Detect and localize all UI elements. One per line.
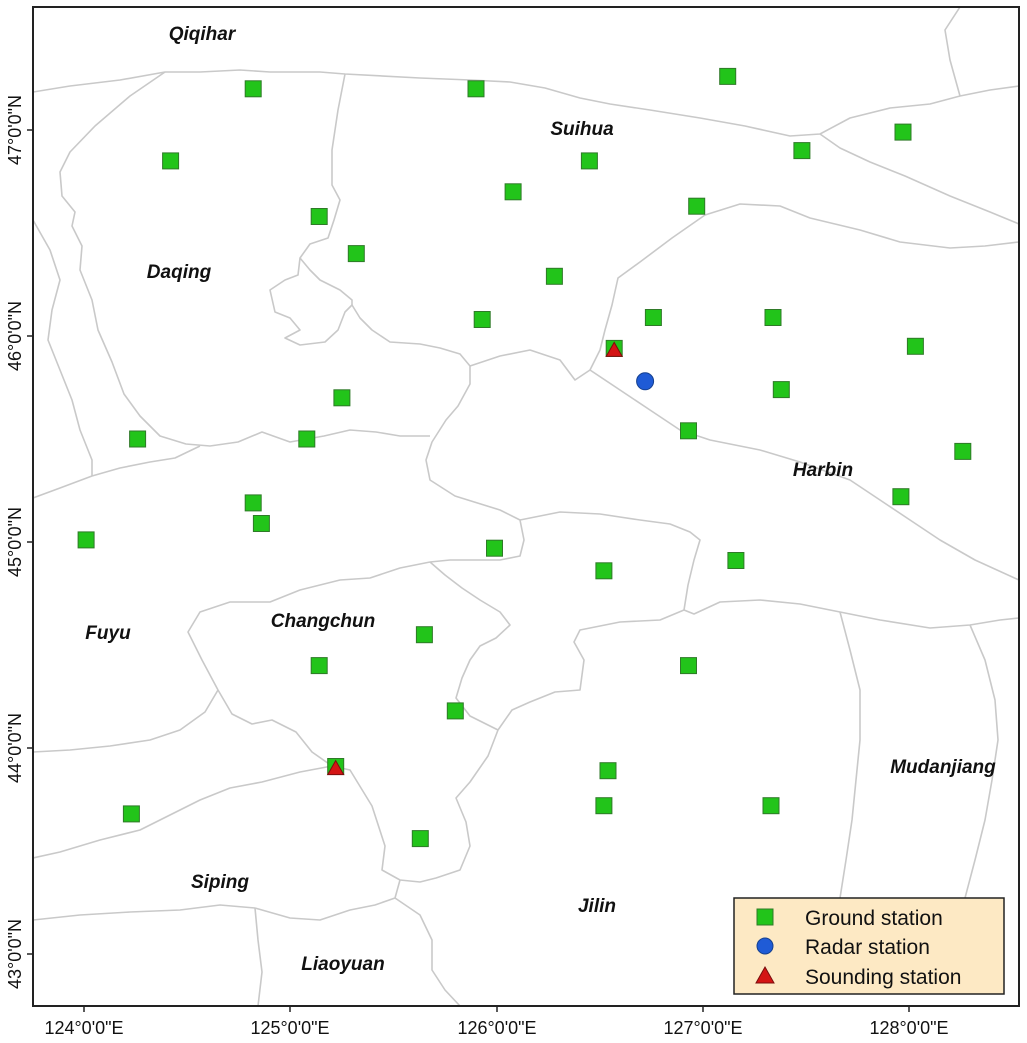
ground-station-marker bbox=[793, 142, 811, 160]
sounding-stations bbox=[326, 341, 624, 776]
city-label-suihua: Suihua bbox=[550, 119, 614, 140]
ground-station-marker bbox=[545, 267, 563, 285]
ground-station-marker bbox=[727, 552, 745, 569]
x-tick-label: 125°0'0"E bbox=[250, 1018, 329, 1038]
ground-station-marker bbox=[415, 626, 433, 644]
axis-ticks bbox=[27, 129, 910, 1012]
y-tick-label: 44°0'0"N bbox=[5, 713, 25, 783]
legend-radar-label: Radar station bbox=[805, 936, 930, 959]
ground-station-marker bbox=[764, 309, 782, 326]
radar-stations bbox=[636, 372, 655, 391]
ground-station-marker bbox=[954, 442, 972, 460]
ground-station-marker bbox=[688, 197, 706, 215]
legend-box bbox=[733, 897, 1005, 995]
city-label-liaoyuan: Liaoyuan bbox=[301, 954, 384, 975]
ground-station-marker bbox=[906, 337, 924, 355]
ground-station-marker bbox=[772, 381, 790, 399]
ground-station-marker bbox=[122, 805, 140, 823]
ground-station-marker bbox=[252, 515, 270, 532]
ground-station-marker bbox=[446, 702, 464, 720]
city-label-changchun: Changchun bbox=[271, 611, 376, 632]
sounding-station-marker bbox=[326, 759, 345, 776]
ground-station-marker bbox=[599, 762, 617, 780]
ground-station-marker bbox=[467, 80, 485, 98]
x-tick-label: 124°0'0"E bbox=[44, 1018, 123, 1038]
y-tick-label: 46°0'0"N bbox=[5, 301, 25, 371]
ground-station-marker bbox=[347, 245, 365, 263]
ground-station-marker bbox=[244, 80, 262, 98]
ground-station-marker bbox=[719, 67, 737, 85]
ground-station-marker bbox=[333, 389, 351, 407]
ground-station-marker bbox=[644, 309, 662, 326]
legend: Ground station Radar station Sounding st… bbox=[733, 897, 1005, 995]
ground-station-marker bbox=[894, 123, 912, 141]
ground-station-marker bbox=[162, 152, 180, 170]
city-label-mudanjiang: Mudanjiang bbox=[890, 757, 996, 778]
y-tick-label: 43°0'0"N bbox=[5, 919, 25, 989]
ground-station-marker bbox=[680, 657, 697, 675]
x-tick-label: 127°0'0"E bbox=[663, 1018, 742, 1038]
ground-station-marker bbox=[310, 657, 328, 675]
ground-station-marker bbox=[680, 422, 697, 440]
city-label-harbin: Harbin bbox=[793, 460, 853, 481]
ground-station-marker bbox=[595, 797, 613, 815]
sounding-station-marker bbox=[605, 341, 624, 357]
legend-ground-swatch bbox=[756, 908, 774, 926]
ground-station-marker bbox=[77, 531, 95, 549]
ground-station-marker bbox=[892, 488, 910, 506]
ground-station-marker bbox=[298, 430, 316, 448]
y-tick-label: 47°0'0"N bbox=[5, 95, 25, 165]
x-axis-labels: 124°0'0"E 125°0'0"E 126°0'0"E 127°0'0"E … bbox=[44, 1018, 948, 1038]
map-frame bbox=[32, 6, 1020, 1007]
ground-station-marker bbox=[504, 183, 522, 201]
x-tick-label: 128°0'0"E bbox=[869, 1018, 948, 1038]
ground-station-marker bbox=[595, 562, 613, 580]
ground-station-marker bbox=[762, 797, 780, 815]
ground-station-marker bbox=[310, 208, 328, 225]
legend-ground-label: Ground station bbox=[805, 907, 943, 930]
city-label-siping: Siping bbox=[191, 872, 249, 893]
city-label-jilin: Jilin bbox=[578, 896, 616, 917]
legend-sounding-label: Sounding station bbox=[805, 966, 961, 989]
y-axis-labels: 47°0'0"N 46°0'0"N 45°0'0"N 44°0'0"N 43°0… bbox=[5, 95, 25, 989]
ground-station-marker bbox=[129, 430, 147, 448]
x-tick-label: 126°0'0"E bbox=[457, 1018, 536, 1038]
city-label-fuyu: Fuyu bbox=[85, 623, 131, 644]
ground-station-marker bbox=[486, 539, 503, 557]
city-label-qiqihar: Qiqihar bbox=[169, 24, 237, 45]
ground-stations bbox=[77, 67, 972, 848]
ground-station-marker bbox=[580, 152, 598, 170]
ground-station-marker bbox=[244, 494, 262, 512]
admin-boundaries bbox=[33, 7, 1019, 1006]
city-label-daqing: Daqing bbox=[147, 262, 212, 283]
radar-station-marker bbox=[636, 372, 655, 391]
city-labels: Qiqihar Suihua Daqing Harbin Fuyu Changc… bbox=[85, 24, 996, 975]
legend-sounding-swatch bbox=[755, 965, 775, 984]
y-tick-label: 45°0'0"N bbox=[5, 507, 25, 577]
ground-station-marker bbox=[411, 830, 429, 848]
legend-radar-swatch bbox=[756, 937, 774, 955]
ground-station-marker bbox=[473, 311, 491, 328]
